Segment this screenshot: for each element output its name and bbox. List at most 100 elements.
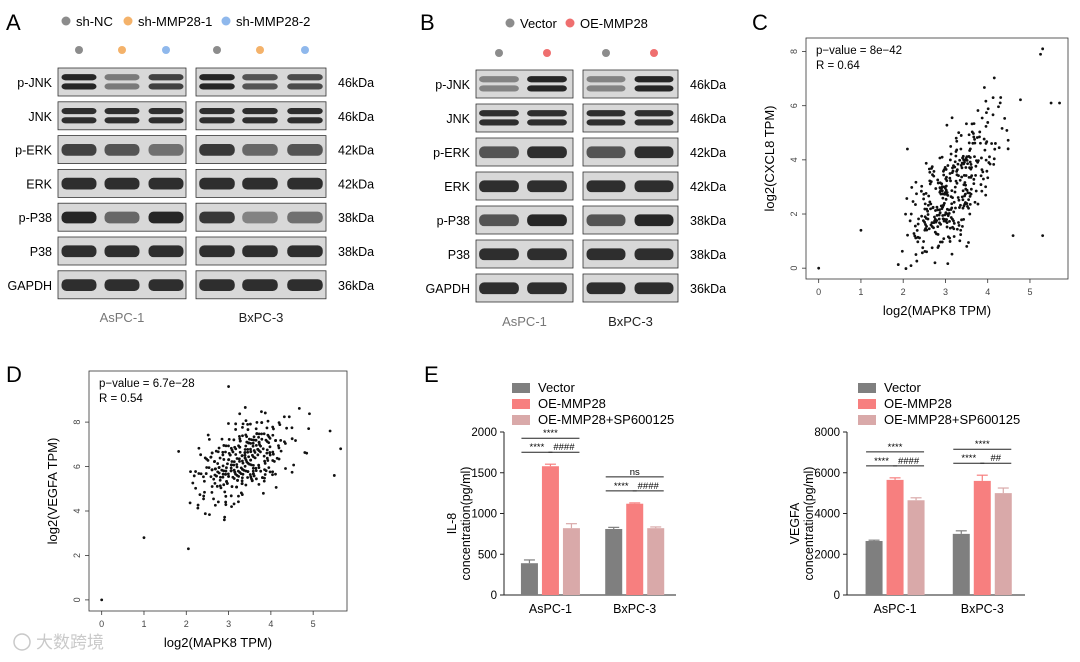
- scatter-point: [265, 426, 269, 430]
- scatter-point: [240, 459, 244, 463]
- scatter-point: [262, 432, 266, 436]
- scatter-point: [217, 466, 221, 469]
- panel-letter-d: D: [6, 362, 22, 387]
- scatter-point: [980, 156, 983, 160]
- scatter-point: [229, 494, 233, 498]
- scatter-point: [959, 233, 963, 236]
- scatter-point: [973, 200, 977, 204]
- blot-band: [527, 76, 567, 83]
- cell-line-label: BxPC-3: [608, 314, 653, 329]
- y-tick-label: 0: [789, 266, 799, 271]
- blot-strip: [195, 67, 327, 97]
- scatter-point: [262, 479, 266, 483]
- scatter-point: [285, 426, 289, 430]
- scatter-point: [209, 455, 213, 459]
- scatter-point: [958, 178, 962, 182]
- scatter-point: [960, 166, 964, 170]
- scatter-point: [1006, 138, 1010, 142]
- scatter-point: [227, 385, 230, 388]
- scatter-point: [268, 451, 272, 454]
- blot-band: [242, 117, 278, 124]
- blot-size-label: 42kDa: [338, 144, 374, 158]
- scatter-point: [967, 206, 970, 210]
- scatter-point: [1000, 127, 1004, 130]
- lane-dot-icon: [75, 46, 83, 54]
- scatter-point: [969, 187, 973, 191]
- scatter-point: [924, 161, 928, 165]
- legend-dot-icon: [565, 18, 575, 28]
- blot-size-label: 38kDa: [338, 211, 374, 225]
- scatter-point: [224, 494, 228, 498]
- scatter-point: [965, 188, 969, 192]
- y-axis-label: log2(CXCL8 TPM): [762, 106, 777, 212]
- scatter-point: [287, 415, 291, 419]
- blot-band: [634, 180, 674, 193]
- blot-band: [199, 144, 235, 156]
- scatter-point: [961, 224, 964, 228]
- x-tick-label: 0: [99, 619, 104, 629]
- scatter-point: [919, 189, 923, 193]
- scatter-point: [272, 427, 275, 431]
- blot-size-label: 46kDa: [690, 78, 726, 92]
- blot-strip: [582, 103, 679, 133]
- scatter-point: [227, 444, 230, 448]
- y-axis-label: concentration(pg/ml): [459, 467, 473, 581]
- scatter-point: [988, 155, 991, 159]
- scatter-point: [216, 470, 220, 474]
- scatter-point: [965, 202, 969, 205]
- scatter-point: [284, 442, 287, 445]
- scatter-point: [297, 406, 301, 410]
- scatter-point: [222, 444, 226, 447]
- scatter-point: [967, 241, 970, 244]
- scatter-point: [906, 233, 909, 237]
- scatter-point: [973, 137, 976, 141]
- blot-band: [61, 144, 97, 156]
- scatter-point: [948, 158, 952, 162]
- scatter-point: [964, 183, 967, 187]
- y-tick-label: 4: [72, 508, 82, 513]
- scatter-point: [243, 464, 247, 468]
- scatter-point: [942, 219, 946, 223]
- scatter-point: [924, 191, 928, 195]
- scatter-point: [241, 425, 244, 429]
- scatter-point: [982, 177, 985, 181]
- x-tick-label: AsPC-1: [529, 602, 572, 616]
- scatter-point: [936, 178, 940, 182]
- scatter-point: [249, 447, 252, 451]
- scatter-point: [935, 213, 939, 217]
- blot-strip: [475, 103, 574, 133]
- y-tick-label: 6: [789, 103, 799, 108]
- x-tick-label: AsPC-1: [874, 602, 917, 616]
- scatter-point: [226, 462, 229, 466]
- scatter-point: [969, 192, 973, 196]
- scatter-point: [257, 432, 261, 436]
- scatter-point: [934, 220, 938, 224]
- y-axis-label: VEGFA: [788, 502, 802, 544]
- scatter-point: [992, 162, 996, 166]
- blot-band: [104, 83, 140, 90]
- scatter-point: [920, 251, 924, 255]
- blot-band: [586, 76, 626, 83]
- blot-band: [199, 107, 235, 115]
- scatter-point: [250, 438, 253, 442]
- scatter-point: [202, 479, 206, 483]
- scatter-point: [960, 218, 963, 222]
- scatter-point: [960, 161, 964, 165]
- scatter-point: [229, 466, 233, 470]
- blot-band: [586, 110, 626, 117]
- blot-band: [479, 180, 519, 193]
- scatter-point: [223, 490, 227, 494]
- scatter-point: [197, 446, 201, 450]
- scatter-point: [952, 210, 956, 214]
- y-tick-label: 1500: [471, 468, 497, 480]
- scatter-point: [952, 235, 956, 238]
- scatter-point: [904, 267, 908, 270]
- scatter-point: [215, 474, 218, 478]
- scatter-point: [271, 470, 275, 474]
- blot-row-label: P38: [30, 245, 52, 259]
- scatter-point: [936, 225, 940, 229]
- significance-label: ****: [961, 453, 976, 464]
- scatter-point: [142, 536, 146, 540]
- scatter-point: [916, 240, 920, 244]
- scatter-point: [227, 422, 230, 425]
